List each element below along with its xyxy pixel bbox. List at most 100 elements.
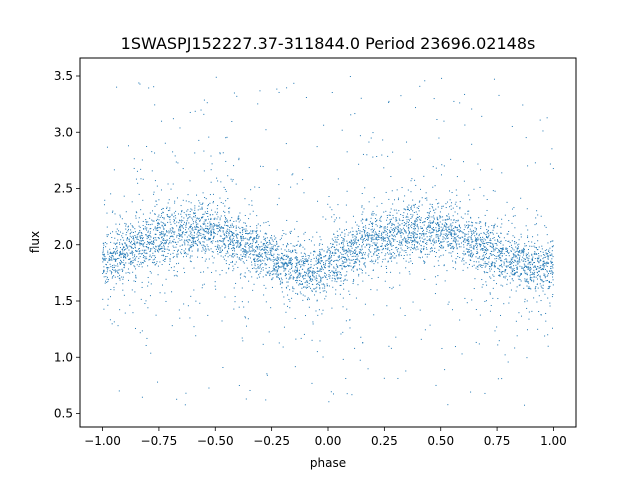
data-point: [476, 238, 478, 240]
data-point: [249, 253, 251, 255]
data-point: [204, 260, 206, 262]
data-point: [452, 222, 454, 224]
data-point: [202, 192, 204, 194]
data-point: [424, 329, 426, 331]
data-point: [251, 243, 253, 245]
data-point: [133, 237, 135, 239]
data-point: [185, 223, 187, 225]
data-point: [226, 220, 228, 222]
data-point: [197, 218, 199, 220]
data-point: [270, 271, 272, 273]
data-point: [286, 255, 288, 257]
data-point: [259, 272, 261, 274]
data-point: [361, 213, 363, 215]
data-point: [492, 297, 494, 299]
data-point: [383, 167, 385, 169]
data-point: [531, 264, 533, 266]
data-point: [137, 236, 139, 238]
data-point: [526, 280, 528, 282]
data-point: [370, 229, 372, 231]
data-point: [319, 281, 321, 283]
data-point: [413, 223, 415, 225]
data-point: [181, 210, 183, 212]
data-point: [307, 255, 309, 257]
data-point: [327, 246, 329, 248]
data-point: [284, 249, 286, 251]
data-point: [471, 225, 473, 227]
data-point: [309, 278, 311, 280]
data-point: [159, 231, 161, 233]
data-point: [359, 251, 361, 253]
data-point: [229, 238, 231, 240]
data-point: [297, 274, 299, 276]
data-point: [167, 202, 169, 204]
data-point: [489, 253, 491, 255]
data-point: [370, 137, 372, 139]
data-point: [293, 277, 295, 279]
data-point: [149, 258, 151, 260]
data-point: [119, 242, 121, 244]
data-point: [397, 228, 399, 230]
data-point: [389, 250, 391, 252]
data-point: [413, 223, 415, 225]
data-point: [238, 246, 240, 248]
data-point: [140, 178, 142, 180]
data-point: [131, 225, 133, 227]
data-point: [511, 240, 513, 242]
data-point: [315, 256, 317, 258]
data-point: [339, 228, 341, 230]
data-point: [381, 252, 383, 254]
data-point: [389, 235, 391, 237]
data-point: [320, 254, 322, 256]
data-point: [234, 301, 236, 303]
data-point: [513, 256, 514, 258]
data-point: [217, 241, 219, 243]
data-point: [150, 283, 152, 285]
data-point: [309, 277, 311, 279]
data-point: [257, 103, 259, 105]
data-point: [295, 267, 297, 269]
data-point: [210, 217, 212, 219]
data-point: [535, 253, 537, 255]
data-point: [454, 261, 456, 263]
data-point: [183, 252, 185, 254]
data-point: [490, 231, 492, 233]
data-point: [167, 216, 169, 218]
data-point: [258, 235, 260, 237]
data-point: [438, 256, 440, 258]
data-point: [370, 289, 372, 291]
data-point: [352, 242, 354, 244]
data-point: [457, 220, 459, 222]
data-point: [499, 257, 501, 259]
data-point: [479, 243, 481, 245]
data-point: [318, 259, 320, 261]
data-point: [329, 277, 331, 279]
data-point: [429, 238, 431, 240]
data-point: [185, 239, 187, 241]
data-point: [383, 238, 385, 240]
data-point: [429, 224, 431, 226]
data-point: [180, 253, 182, 255]
data-point: [323, 284, 325, 286]
data-point: [429, 208, 431, 210]
data-point: [281, 262, 283, 264]
data-point: [123, 294, 125, 296]
data-point: [452, 247, 454, 249]
data-point: [412, 236, 414, 238]
data-point: [272, 259, 274, 261]
data-point: [164, 248, 166, 250]
data-point: [390, 253, 392, 255]
data-point: [446, 235, 448, 237]
data-point: [435, 252, 437, 254]
data-point: [475, 341, 477, 343]
data-point: [522, 251, 524, 253]
data-point: [414, 231, 416, 233]
data-point: [401, 241, 403, 243]
data-point: [432, 166, 434, 168]
data-point: [521, 267, 523, 269]
data-point: [406, 221, 408, 223]
data-point: [407, 236, 409, 238]
data-point: [164, 251, 166, 253]
data-point: [264, 238, 266, 240]
data-point: [366, 234, 368, 236]
